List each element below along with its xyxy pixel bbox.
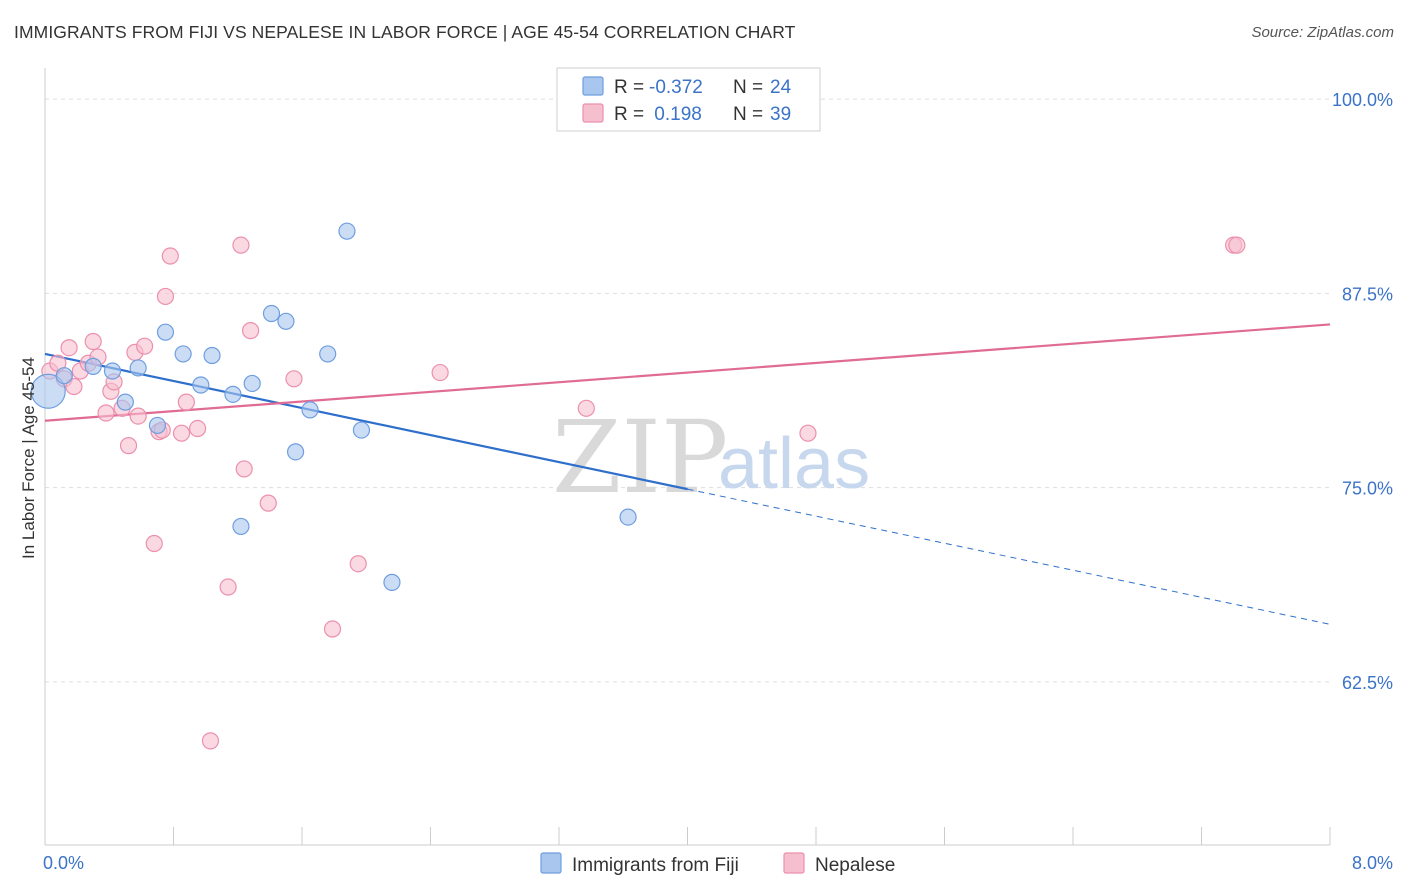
point-fiji	[383, 573, 401, 591]
y-tick-label: 75.0%	[1342, 479, 1393, 499]
point-fiji	[116, 393, 134, 411]
point-nepalese	[431, 363, 449, 382]
trend-line-fiji	[44, 352, 688, 491]
series-legend-label-fiji: Immigrants from Fiji	[572, 855, 739, 876]
legend-r-value-nepalese: 0.198	[649, 104, 702, 125]
legend-n-label-fiji: N =	[733, 77, 763, 98]
point-nepalese	[129, 407, 147, 425]
legend-swatch-fiji	[582, 76, 604, 96]
trend-line-fiji-extension	[687, 488, 1331, 625]
data-points	[30, 222, 1246, 750]
point-nepalese	[145, 534, 163, 553]
trend-line-nepalese	[44, 323, 1331, 422]
point-fiji	[174, 345, 192, 363]
point-fiji	[129, 359, 147, 377]
point-fiji	[156, 323, 175, 341]
series-legend-swatch-nepalese	[783, 852, 805, 874]
point-nepalese	[119, 437, 138, 455]
correlation-legend: R = -0.372 N = 24 R = 0.198 N = 39	[556, 67, 821, 132]
x-tick-labels: 0.0% 8.0%	[43, 853, 1393, 873]
point-nepalese	[172, 424, 191, 442]
x-tick-label-min: 0.0%	[43, 853, 84, 873]
series-legend-label-nepalese: Nepalese	[815, 855, 895, 876]
point-nepalese	[349, 555, 367, 573]
legend-r-value-fiji: -0.372	[649, 77, 703, 98]
point-fiji	[243, 374, 261, 393]
legend-n-label-nepalese: N =	[733, 104, 763, 125]
point-nepalese	[242, 322, 260, 340]
y-tick-label: 100.0%	[1332, 90, 1393, 110]
point-nepalese	[161, 247, 179, 265]
point-fiji	[286, 443, 305, 461]
series-legend: Immigrants from Fiji Nepalese	[540, 852, 895, 876]
watermark: ZIP atlas	[552, 399, 870, 516]
point-nepalese	[323, 620, 342, 638]
point-nepalese	[60, 339, 78, 357]
point-fiji	[103, 362, 122, 380]
point-nepalese	[135, 337, 154, 355]
trend-lines	[44, 323, 1331, 625]
point-nepalese	[201, 732, 220, 750]
watermark-atlas: atlas	[718, 424, 870, 504]
point-fiji	[148, 416, 167, 435]
legend-n-value-nepalese: 39	[770, 104, 791, 125]
point-fiji	[301, 401, 319, 419]
point-nepalese	[577, 399, 595, 417]
point-nepalese	[219, 578, 237, 596]
y-tick-label: 87.5%	[1342, 284, 1393, 304]
source-credit: Source: ZipAtlas.com	[1251, 24, 1394, 41]
point-nepalese	[156, 287, 175, 306]
legend-n-value-fiji: 24	[770, 77, 792, 98]
point-fiji	[55, 367, 73, 385]
legend-r-label-fiji: R =	[614, 77, 644, 98]
point-fiji	[277, 312, 295, 330]
point-fiji	[352, 421, 371, 439]
point-fiji	[319, 345, 337, 363]
legend-swatch-nepalese	[582, 103, 604, 123]
y-tick-label: 62.5%	[1342, 673, 1393, 693]
point-fiji	[224, 385, 242, 403]
point-nepalese	[65, 377, 83, 396]
watermark-zip: ZIP	[552, 399, 728, 516]
series-legend-swatch-fiji	[540, 852, 562, 874]
point-fiji	[232, 517, 250, 536]
y-tick-labels: 62.5% 75.0% 87.5% 100.0%	[1332, 90, 1393, 693]
point-fiji	[338, 222, 356, 240]
point-nepalese	[259, 494, 277, 512]
legend-r-label-nepalese: R =	[614, 104, 644, 125]
point-fiji	[262, 304, 281, 323]
point-fiji	[619, 508, 637, 526]
y-axis-title: In Labor Force | Age 45-54	[19, 357, 38, 559]
point-nepalese	[1228, 236, 1246, 254]
chart-title: IMMIGRANTS FROM FIJI VS NEPALESE IN LABO…	[14, 22, 796, 42]
point-nepalese	[188, 419, 207, 438]
point-fiji	[30, 373, 66, 409]
point-fiji	[192, 376, 210, 394]
point-nepalese	[177, 393, 195, 411]
point-fiji	[84, 357, 102, 375]
point-nepalese	[232, 236, 250, 254]
point-nepalese	[799, 424, 817, 442]
point-nepalese	[285, 370, 303, 388]
x-tick-label-max: 8.0%	[1352, 853, 1393, 873]
axes	[44, 68, 1331, 846]
point-nepalese	[97, 404, 115, 422]
point-fiji	[203, 346, 221, 365]
point-nepalese	[235, 460, 253, 478]
point-nepalese	[84, 332, 102, 351]
